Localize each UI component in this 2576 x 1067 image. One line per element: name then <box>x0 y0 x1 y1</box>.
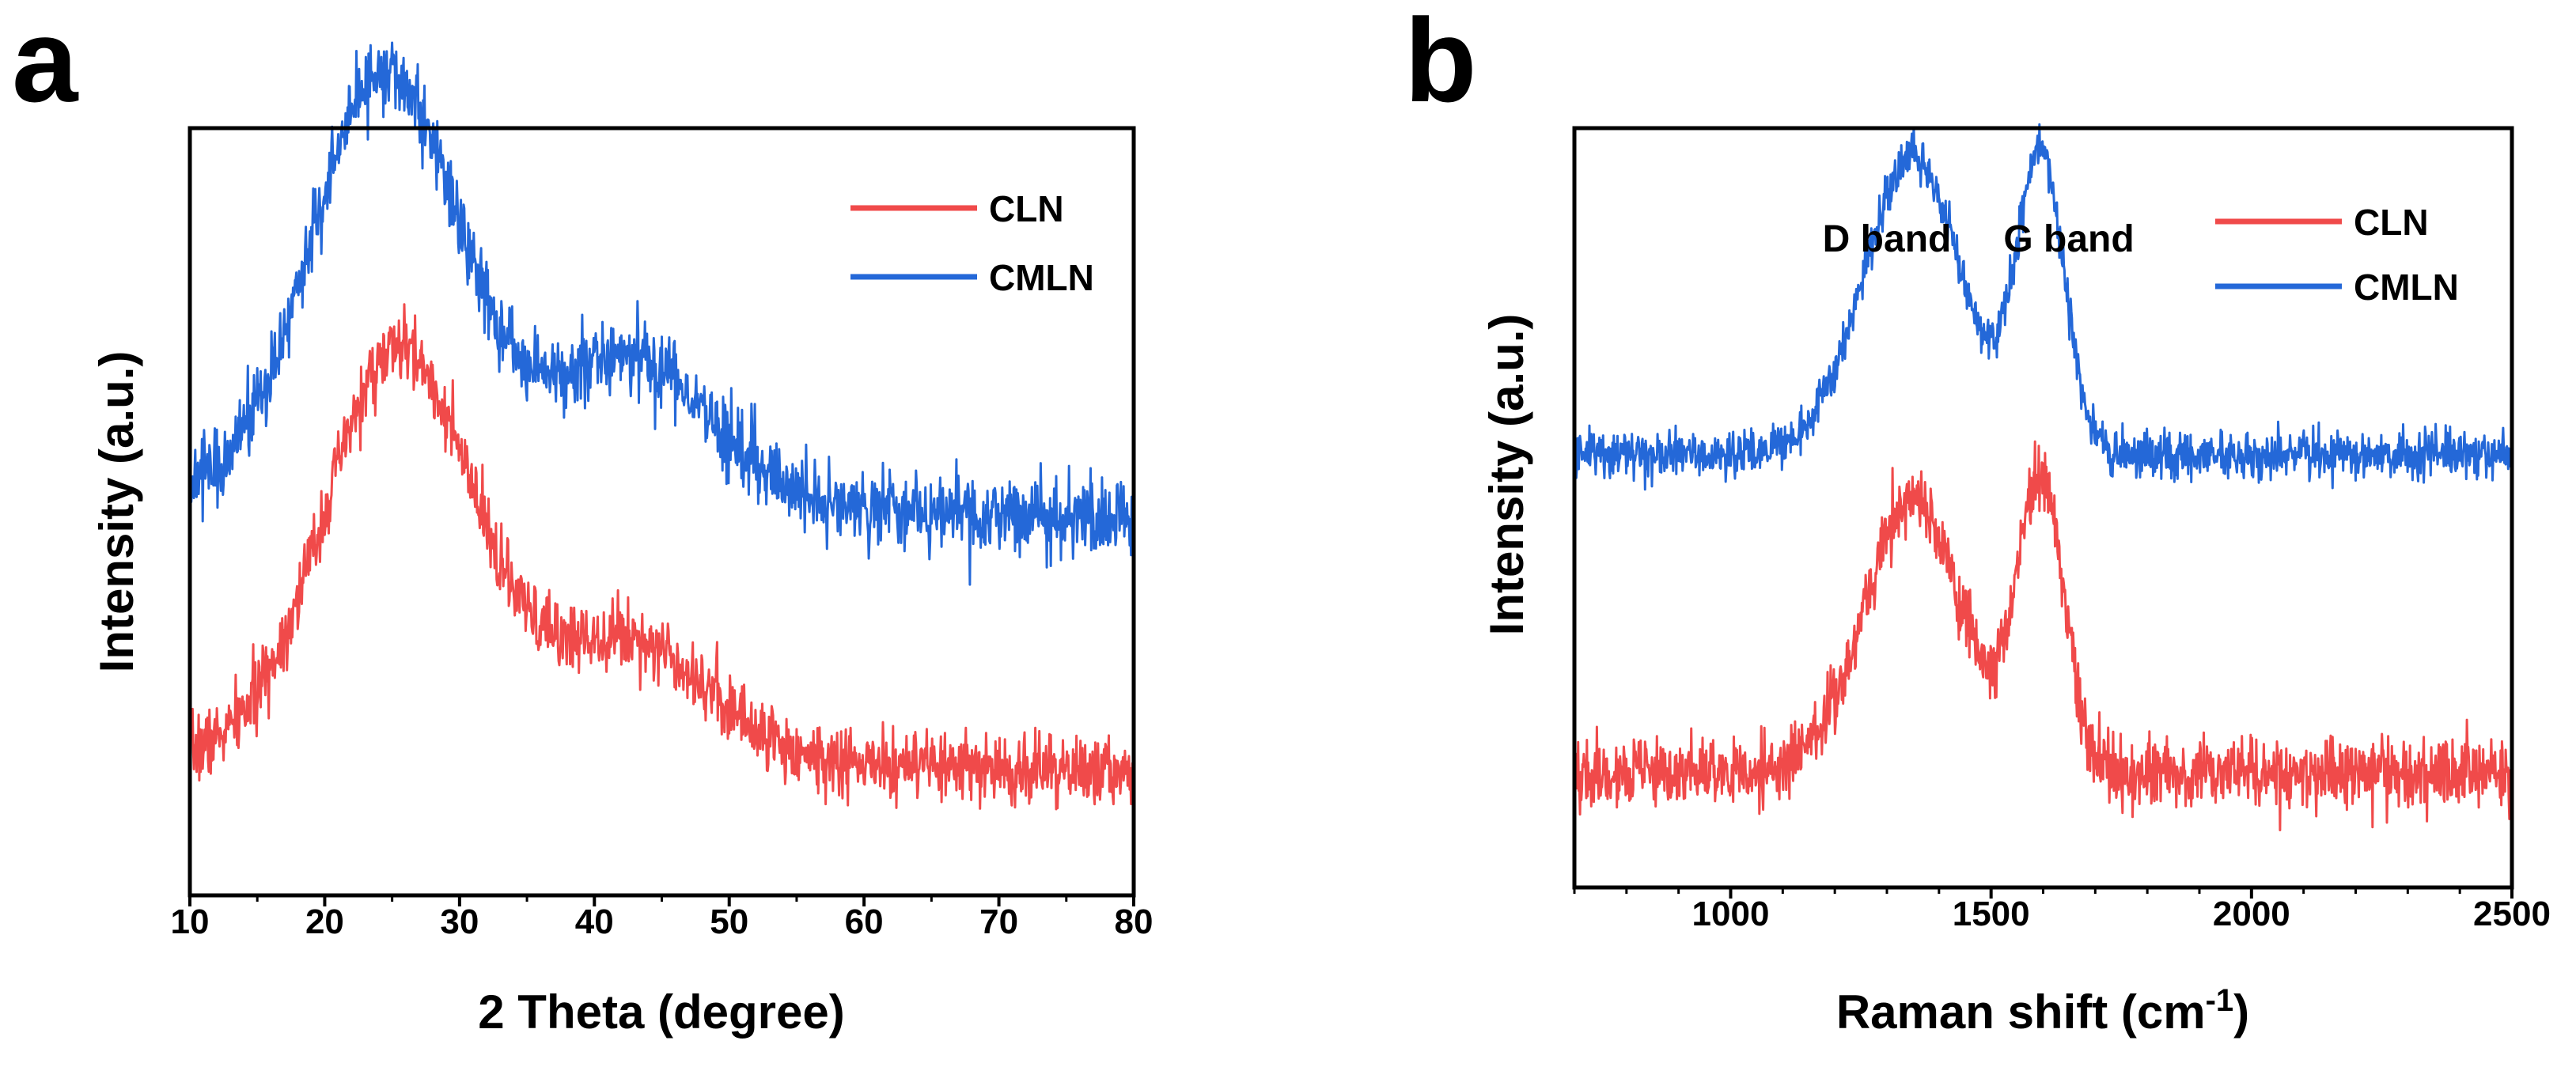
plot-b-y-axis-title: Intensity (a.u.) <box>1480 314 1533 636</box>
x-tick-label: 60 <box>845 902 884 941</box>
plot-a-legend: CLN CMLN <box>850 188 1094 298</box>
plot-b-x-axis: 1000 1500 2000 2500 <box>1573 887 2551 933</box>
plot-a-series <box>188 41 1135 811</box>
plot-b-x-axis-title: Raman shift (cm-1) <box>1836 983 2249 1039</box>
x-tick-label: 10 <box>171 902 210 941</box>
x-tick-label: 70 <box>979 902 1018 941</box>
legend-a-label-1: CMLN <box>989 257 1094 298</box>
legend-b-label-0: CLN <box>2354 202 2429 243</box>
plot-b-legend: CLN CMLN <box>2215 202 2459 308</box>
legend-b-label-1: CMLN <box>2354 267 2459 308</box>
plot-b-annotation-d-band: D band <box>1823 218 1952 260</box>
series-line-cmln <box>188 41 1135 586</box>
legend-a-label-0: CLN <box>989 188 1064 229</box>
x-tick-label: 1000 <box>1692 895 1770 933</box>
x-tick-label: 20 <box>305 902 344 941</box>
panel-a-label: a <box>12 0 79 127</box>
plot-a-x-axis-title: 2 Theta (degree) <box>478 986 844 1039</box>
plot-b-series <box>1573 123 2513 831</box>
panel-a: a 10 20 30 40 50 60 70 80 2 Theta (degree) Inte… <box>12 0 1153 1039</box>
plot-a-x-axis: 10 20 30 40 50 60 70 80 <box>171 895 1154 941</box>
plot-b-x-axis-title-superscript: -1 <box>2206 983 2234 1018</box>
plot-b-x-axis-title-suffix: ) <box>2233 986 2249 1039</box>
x-tick-label: 1500 <box>1953 895 2030 933</box>
x-tick-label: 30 <box>440 902 479 941</box>
panel-b: b 1000 1500 2000 2500 Raman shift (cm-1) In… <box>1404 0 2551 1039</box>
plot-a-y-axis-title: Intensity (a.u.) <box>90 351 143 673</box>
x-tick-label: 2000 <box>2213 895 2290 933</box>
series-line-cln <box>1573 440 2513 831</box>
x-tick-label: 40 <box>575 902 614 941</box>
panel-b-label: b <box>1404 0 1477 127</box>
x-tick-label: 2500 <box>2473 895 2551 933</box>
x-tick-label: 50 <box>710 902 748 941</box>
plot-b-annotation-g-band: G band <box>2003 218 2134 260</box>
plot-b-x-axis-title-main: Raman shift (cm <box>1836 986 2206 1039</box>
series-line-cmln <box>1573 123 2513 491</box>
series-line-cln <box>188 303 1135 811</box>
x-tick-label: 80 <box>1115 902 1154 941</box>
